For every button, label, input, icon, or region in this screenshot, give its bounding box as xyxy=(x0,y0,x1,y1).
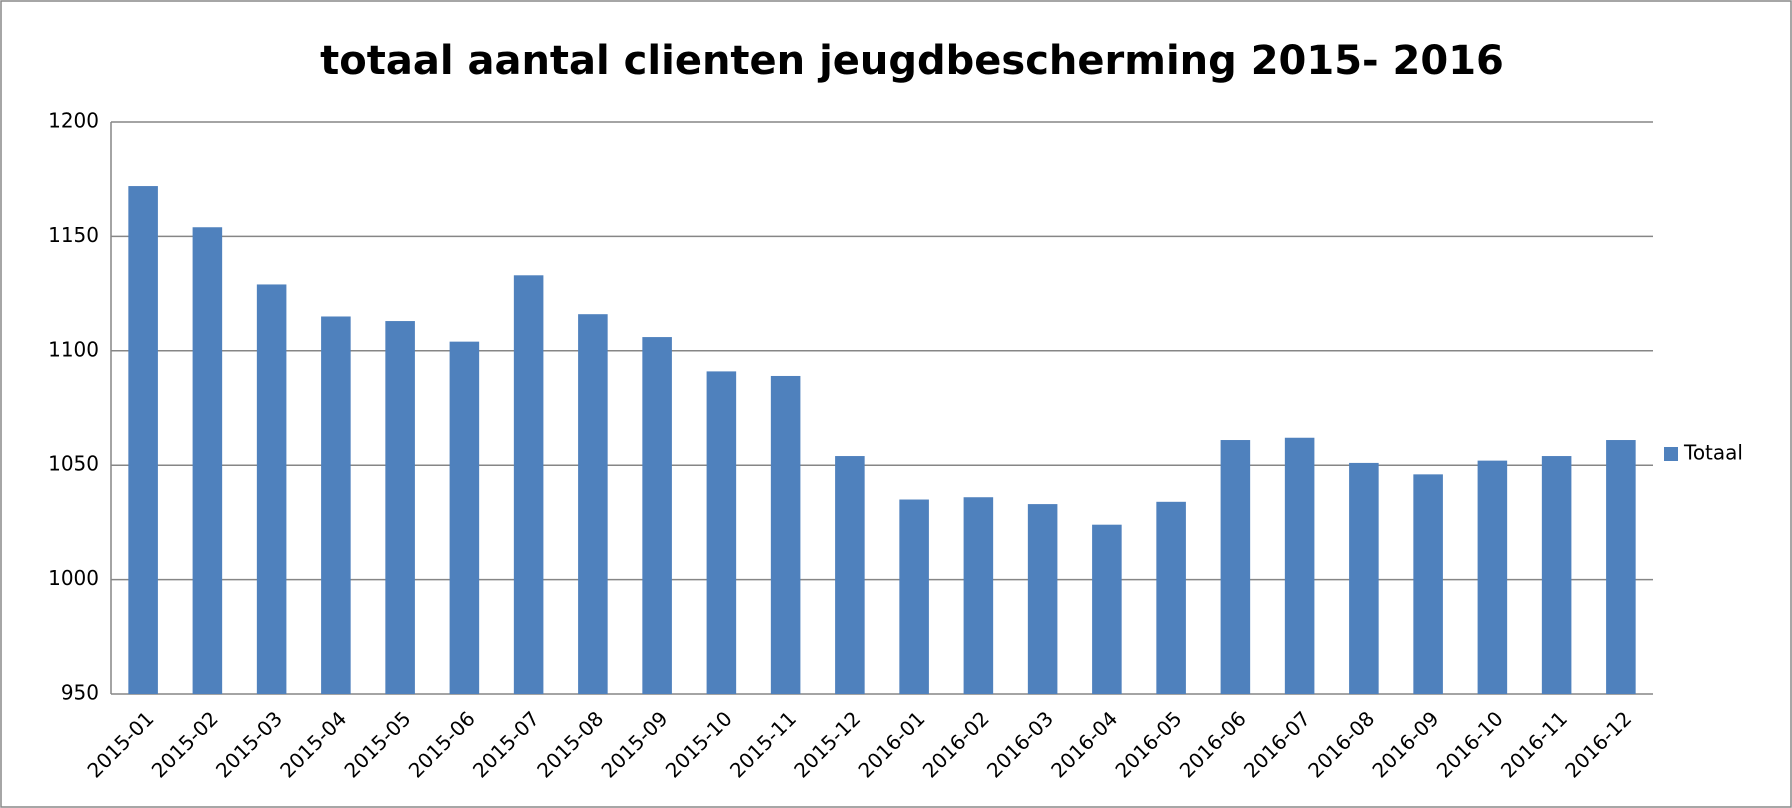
bar xyxy=(385,321,415,694)
y-tick-label: 950 xyxy=(61,681,99,705)
bar xyxy=(1477,460,1508,694)
bar xyxy=(1606,440,1636,694)
bar xyxy=(963,497,994,694)
bar xyxy=(321,316,351,694)
bar xyxy=(192,227,223,695)
bar xyxy=(256,284,287,694)
bar xyxy=(1220,440,1251,694)
bar xyxy=(128,186,158,694)
bar xyxy=(835,456,865,694)
y-tick-label: 1200 xyxy=(48,109,99,133)
y-tick-label: 1100 xyxy=(48,337,99,361)
bar xyxy=(642,337,672,694)
legend-swatch xyxy=(1664,447,1678,461)
bar xyxy=(1541,456,1572,694)
legend-label: Totaal xyxy=(1683,441,1743,465)
y-tick-label: 1150 xyxy=(48,223,99,247)
bar xyxy=(513,275,544,694)
bar xyxy=(1092,524,1122,694)
chart-title: totaal aantal clienten jeugdbescherming … xyxy=(320,38,1504,84)
bar xyxy=(1156,501,1186,694)
bar xyxy=(578,314,608,694)
bar xyxy=(1027,504,1058,694)
bar xyxy=(1284,437,1315,694)
bar xyxy=(1349,462,1379,694)
bar xyxy=(1413,474,1443,694)
bar xyxy=(899,499,929,694)
y-tick-label: 1050 xyxy=(48,452,99,476)
bar xyxy=(770,375,801,694)
bar xyxy=(449,341,480,694)
y-tick-label: 1000 xyxy=(48,566,99,590)
bar xyxy=(706,371,737,694)
